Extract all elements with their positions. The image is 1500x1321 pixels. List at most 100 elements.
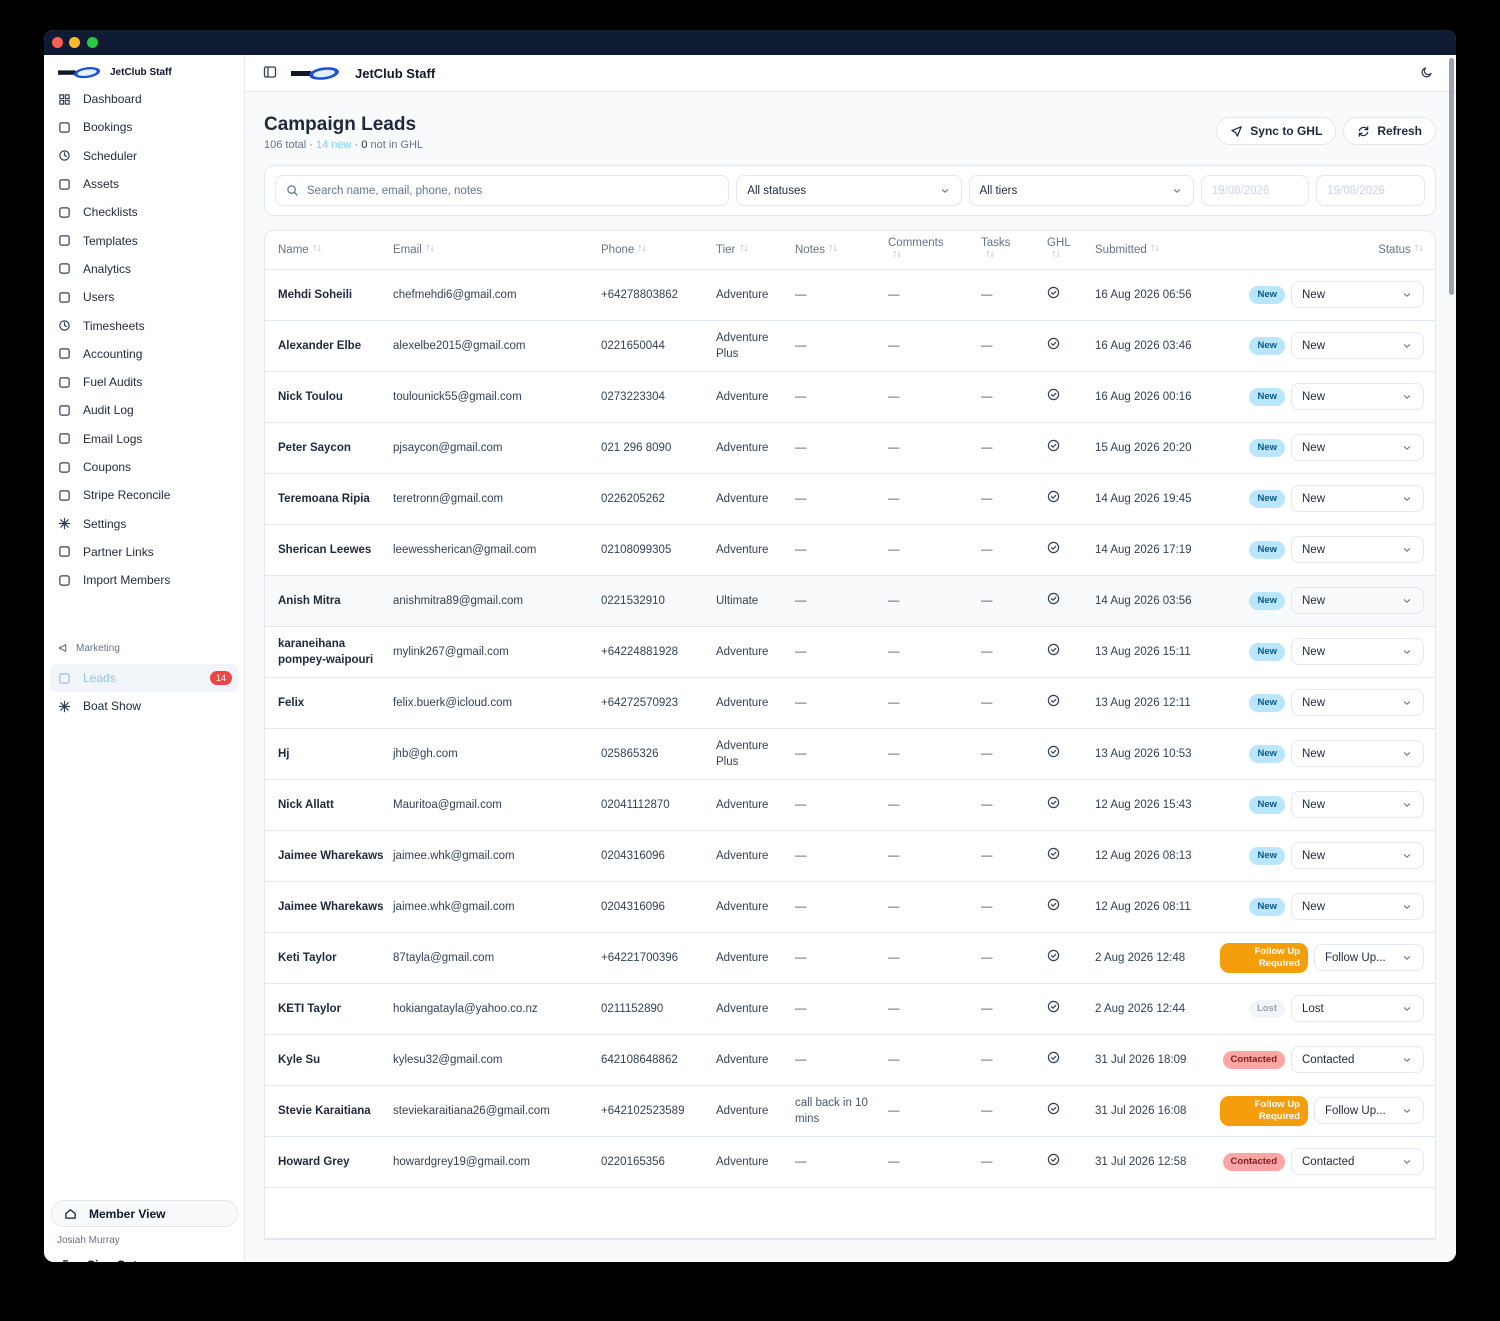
column-header[interactable]: Tier: [716, 231, 795, 270]
lead-row[interactable]: Hj jhb@gh.com 025865326 Adventure Plus — — —13…: [265, 728, 1435, 780]
lead-row[interactable]: Kyle Su kylesu32@gmail.com 642108648862 Adv…: [265, 1034, 1435, 1086]
nav-item[interactable]: Leads 14: [50, 664, 238, 693]
status-select[interactable]: Lost: [1291, 995, 1424, 1022]
column-header[interactable]: Status: [1220, 231, 1435, 270]
column-header[interactable]: Submitted: [1095, 231, 1220, 270]
nav-item[interactable]: Timesheets: [50, 311, 238, 339]
status-select[interactable]: New: [1291, 689, 1424, 716]
status-select[interactable]: New: [1291, 791, 1424, 818]
lead-name: Anish Mitra: [265, 575, 393, 627]
column-header[interactable]: Name: [265, 231, 393, 270]
status-select[interactable]: New: [1291, 893, 1424, 920]
column-header[interactable]: Comments: [888, 231, 981, 270]
minimize-button[interactable]: [69, 37, 80, 48]
status-select[interactable]: New: [1291, 740, 1424, 767]
icon: [59, 122, 70, 133]
status-filter[interactable]: All statuses: [736, 175, 962, 206]
lead-row[interactable]: Alexander Elbe alexelbe2015@gmail.com 0221…: [265, 320, 1435, 372]
nav-item[interactable]: Dashboard: [50, 85, 238, 113]
nav-item[interactable]: Partner Links: [50, 538, 238, 566]
status-select[interactable]: Contacted: [1291, 1148, 1424, 1175]
column-header[interactable]: Tasks: [981, 231, 1047, 270]
ghl-synced-icon: [1047, 388, 1060, 400]
status-select[interactable]: New: [1291, 332, 1424, 359]
sign-out-button[interactable]: Sign Out: [62, 1258, 137, 1262]
nav-item[interactable]: Coupons: [50, 453, 238, 481]
status-select[interactable]: New: [1291, 383, 1424, 410]
action-button[interactable]: Sync to GHL: [1216, 117, 1337, 145]
lead-comments: —: [888, 524, 981, 576]
nav-item[interactable]: Audit Log: [50, 396, 238, 424]
status-select[interactable]: New: [1291, 842, 1424, 869]
lead-comments: —: [888, 371, 981, 423]
lead-row[interactable]: Felix felix.buerk@icloud.com +64272570923 A…: [265, 677, 1435, 729]
sidebar-toggle[interactable]: [263, 65, 277, 82]
icon: [1403, 1057, 1411, 1062]
scrollbar[interactable]: [1449, 58, 1454, 295]
ghl-synced-icon: [1047, 643, 1060, 655]
status-select[interactable]: New: [1291, 281, 1424, 308]
status-select[interactable]: New: [1291, 587, 1424, 614]
status-select[interactable]: Follow Up...: [1314, 944, 1424, 971]
nav-item[interactable]: Accounting: [50, 340, 238, 368]
nav-item[interactable]: Settings: [50, 509, 238, 537]
status-select[interactable]: New: [1291, 485, 1424, 512]
status-cell: New New: [1220, 740, 1429, 767]
lead-comments: —: [888, 626, 981, 678]
lead-row[interactable]: Anish Mitra anishmitra89@gmail.com 0221532…: [265, 575, 1435, 627]
lead-tasks: —: [981, 1085, 1047, 1137]
nav-item[interactable]: Scheduler: [50, 142, 238, 170]
nav-item[interactable]: Boat Show: [50, 692, 238, 720]
status-select-label: New: [1302, 747, 1326, 760]
nav-item[interactable]: Email Logs: [50, 425, 238, 453]
lead-row[interactable]: Howard Grey howardgrey19@gmail.com 0220165…: [265, 1136, 1435, 1188]
nav-item[interactable]: Stripe Reconcile: [50, 481, 238, 509]
status-select[interactable]: New: [1291, 536, 1424, 563]
nav-label: Dashboard: [83, 92, 142, 107]
tier-filter[interactable]: All tiers: [968, 175, 1194, 206]
icon-part: [1047, 592, 1060, 604]
column-header[interactable]: Notes: [795, 231, 888, 270]
nav-item[interactable]: Assets: [50, 170, 238, 198]
date-input[interactable]: 19/08/2026: [1200, 175, 1310, 206]
search-input[interactable]: Search name, email, phone, notes: [275, 175, 730, 206]
lead-row[interactable]: Nick Toulou toulounick55@gmail.com 0273223…: [265, 371, 1435, 423]
lead-row[interactable]: KETI Taylor hokiangatayla@yahoo.co.nz 0211…: [265, 983, 1435, 1035]
status-select[interactable]: New: [1291, 434, 1424, 461]
column-header[interactable]: Phone: [601, 231, 716, 270]
nav-item[interactable]: Bookings: [50, 113, 238, 141]
lead-name: Felix: [265, 677, 393, 729]
member-view-button[interactable]: Member View: [51, 1200, 238, 1227]
header-actions: Sync to GHL Refresh: [1216, 117, 1436, 145]
column-header[interactable]: GHL: [1047, 231, 1095, 270]
nav-item[interactable]: Import Members: [50, 566, 238, 594]
nav-item[interactable]: Analytics: [50, 255, 238, 283]
action-button[interactable]: Refresh: [1343, 117, 1436, 145]
nav-item[interactable]: Users: [50, 283, 238, 311]
column-header[interactable]: Email: [393, 231, 601, 270]
theme-toggle[interactable]: [1420, 65, 1434, 82]
lead-row[interactable]: Jaimee Wharekaws jaimee.whk@gmail.com 0204…: [265, 881, 1435, 933]
lead-row[interactable]: Nick Allatt Mauritoa@gmail.com 02041112870…: [265, 779, 1435, 831]
lead-row[interactable]: Teremoana Ripia teretronn@gmail.com 022620…: [265, 473, 1435, 525]
nav-item[interactable]: Fuel Audits: [50, 368, 238, 396]
nav-item[interactable]: Checklists: [50, 198, 238, 226]
close-button[interactable]: [52, 37, 63, 48]
date-input[interactable]: 19/08/2026: [1316, 175, 1426, 206]
lead-row[interactable]: Jaimee Wharekaws jaimee.whk@gmail.com 0204…: [265, 830, 1435, 882]
lead-email: Mauritoa@gmail.com: [393, 779, 601, 831]
status-select[interactable]: Contacted: [1291, 1046, 1424, 1073]
lead-row[interactable]: Sherican Leewes leewessherican@gmail.com 0…: [265, 524, 1435, 576]
lead-row[interactable]: Keti Taylor 87tayla@gmail.com +64221700396…: [265, 932, 1435, 984]
lead-submitted: 2 Aug 2026 12:48: [1095, 932, 1220, 984]
lead-name: Howard Grey: [265, 1136, 393, 1188]
lead-row[interactable]: Peter Saycon pjsaycon@gmail.com 021 296 80…: [265, 422, 1435, 474]
nav-item[interactable]: Templates: [50, 226, 238, 254]
status-select[interactable]: Follow Up...: [1314, 1097, 1424, 1124]
lead-email: mylink267@gmail.com: [393, 626, 601, 678]
zoom-button[interactable]: [87, 37, 98, 48]
status-select[interactable]: New: [1291, 638, 1424, 665]
lead-row[interactable]: karaneihana pompey-waipouri mylink267@gma…: [265, 626, 1435, 678]
lead-row[interactable]: Mehdi Soheili chefmehdi6@gmail.com +642788…: [265, 269, 1435, 321]
lead-row[interactable]: Stevie Karaitiana steviekaraitiana26@gmai…: [265, 1085, 1435, 1137]
